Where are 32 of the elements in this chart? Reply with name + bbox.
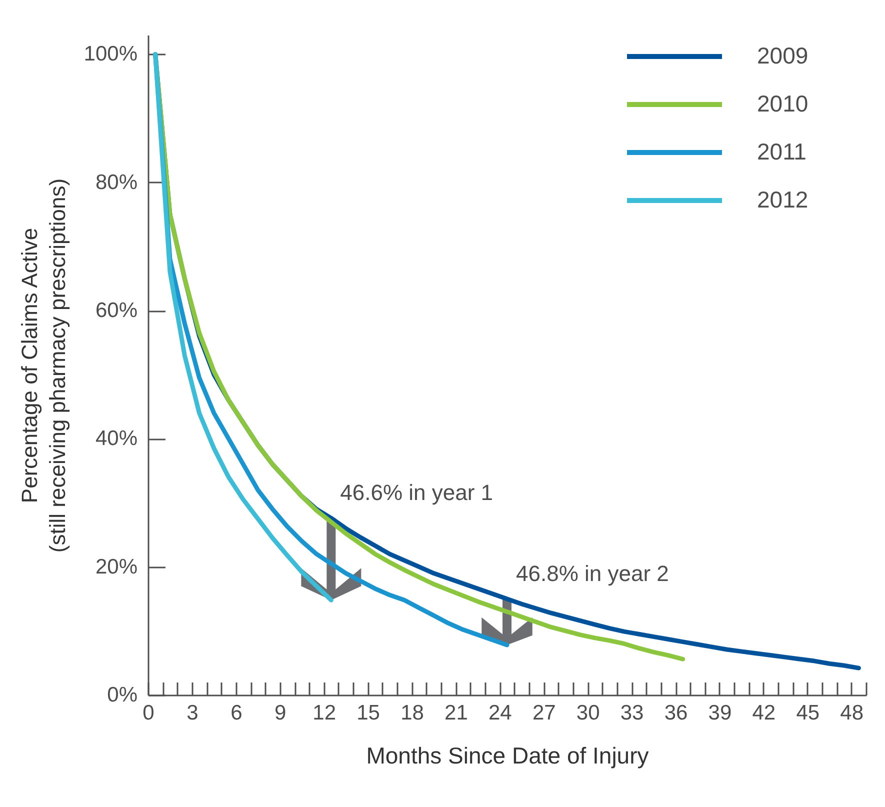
y-tick-label: 80%	[95, 170, 138, 194]
y-tick-label: 100%	[84, 42, 138, 66]
y-tick-label: 40%	[95, 427, 138, 450]
line-series	[153, 52, 334, 602]
x-tick-label: 45	[796, 702, 820, 724]
x-tick-label: 42	[752, 702, 776, 724]
x-tick-label: 6	[230, 702, 242, 724]
x-axis-title: Months Since Date of Injury	[366, 742, 650, 768]
legend-label: 2011	[757, 138, 806, 164]
legend-label: 2010	[757, 90, 808, 116]
x-tick-label: 48	[840, 702, 864, 724]
x-tick-label: 27	[532, 702, 556, 724]
annotation: 46.8% in year 2	[516, 560, 669, 586]
x-tick-label: 36	[664, 702, 688, 724]
y-tick-label: 20%	[95, 555, 138, 578]
y-tick-label: 0%	[107, 684, 138, 706]
annotation: 46.6% in year 1	[340, 480, 494, 506]
x-tick-label: 30	[576, 702, 600, 724]
x-tick-label: 15	[356, 702, 380, 724]
x-tick-label: 9	[274, 702, 286, 724]
x-tick-label: 24	[488, 702, 512, 724]
y-tick-label: 60%	[95, 299, 138, 322]
x-tick-label: 12	[312, 702, 336, 724]
legend-label: 2009	[757, 42, 808, 68]
x-tick-label: 3	[186, 702, 198, 724]
x-tick-label: 0	[142, 702, 154, 724]
legend-label: 2012	[757, 186, 808, 212]
x-tick-label: 21	[444, 702, 468, 724]
y-axis-title: Percentage of Claims Active (still receiving pharmacy prescriptions)	[16, 178, 70, 553]
x-tick-label: 39	[708, 702, 732, 724]
x-tick-label: 33	[620, 702, 644, 724]
x-tick-label: 18	[400, 702, 424, 724]
